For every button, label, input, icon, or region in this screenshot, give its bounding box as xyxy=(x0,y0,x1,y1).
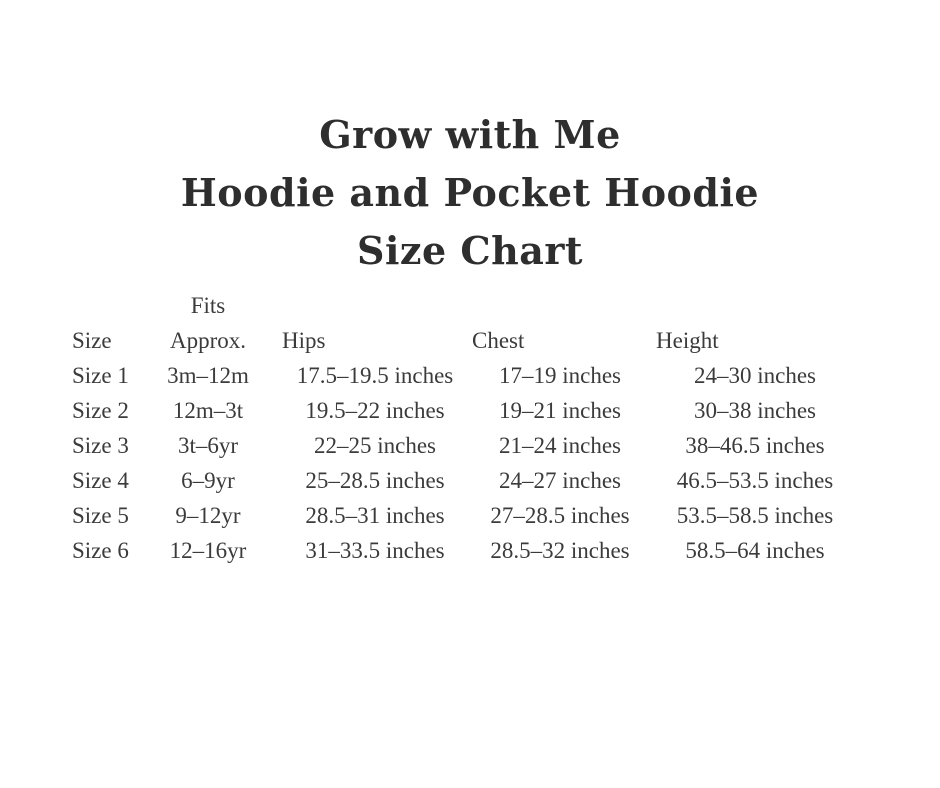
header-cell-r1-c1: Size xyxy=(72,328,112,353)
table-cell-r4-c3: 22–25 inches xyxy=(313,433,436,458)
table-cell-r5-c3: 25–28.5 inches xyxy=(305,468,445,493)
table-cell-r3-c1: Size 2 xyxy=(72,398,129,423)
header-top-cell-r0-c3 xyxy=(280,288,470,323)
table-cell-r6-c5: 53.5–58.5 inches xyxy=(676,503,834,528)
table-cell-r5-c1: Size 4 xyxy=(72,468,129,493)
header-top-cell-r0-c4 xyxy=(470,288,650,323)
size-chart-table: Fits Size Approx. Hips Chest Height Size 1 3m–1… xyxy=(72,288,860,568)
table-cell-r7-c4: 28.5–32 inches xyxy=(490,538,630,563)
title-line-1: Grow with Me xyxy=(319,112,621,157)
table-cell-r2-c4: 17–19 inches xyxy=(498,363,621,388)
table-cell-r4-c5: 38–46.5 inches xyxy=(685,433,825,458)
table-cell-r6-c1: Size 5 xyxy=(72,503,129,528)
table-cell-r2-c2: 3m–12m xyxy=(167,363,249,388)
table-cell-r3-c2: 12m–3t xyxy=(172,398,244,423)
table-cell-r5-c2: 6–9yr xyxy=(181,468,235,493)
table-cell-r4-c2: 3t–6yr xyxy=(177,433,239,458)
table-cell-r7-c1: Size 6 xyxy=(72,538,129,563)
title-line-3: Size Chart xyxy=(357,228,583,273)
table-cell-r5-c4: 24–27 inches xyxy=(498,468,621,493)
table-cell-r7-c5: 58.5–64 inches xyxy=(685,538,825,563)
header-top-cell-r0-c5 xyxy=(650,288,860,323)
table-cell-r4-c4: 21–24 inches xyxy=(498,433,621,458)
table-cell-r4-c1: Size 3 xyxy=(72,433,129,458)
table-cell-r5-c5: 46.5–53.5 inches xyxy=(676,468,834,493)
table-cell-r6-c3: 28.5–31 inches xyxy=(305,503,445,528)
header-cell-r1-c5: Height xyxy=(656,328,719,353)
page-title: Grow with Me Hoodie and Pocket Hoodie Si… xyxy=(0,106,940,280)
table-cell-r7-c2: 12–16yr xyxy=(169,538,247,563)
header-top-cell-r0-c1 xyxy=(72,288,160,323)
header-top-cell-r0-c2: Fits xyxy=(190,293,226,318)
table-cell-r7-c3: 31–33.5 inches xyxy=(305,538,445,563)
table-cell-r2-c1: Size 1 xyxy=(72,363,129,388)
table-cell-r6-c2: 9–12yr xyxy=(175,503,241,528)
header-cell-r1-c2: Approx. xyxy=(169,328,247,353)
header-cell-r1-c4: Chest xyxy=(472,328,525,353)
table-cell-r2-c3: 17.5–19.5 inches xyxy=(296,363,454,388)
table-cell-r2-c5: 24–30 inches xyxy=(693,363,816,388)
table-cell-r6-c4: 27–28.5 inches xyxy=(490,503,630,528)
title-line-2: Hoodie and Pocket Hoodie xyxy=(180,170,760,215)
table-cell-r3-c3: 19.5–22 inches xyxy=(305,398,445,423)
table-cell-r3-c4: 19–21 inches xyxy=(498,398,621,423)
table-cell-r3-c5: 30–38 inches xyxy=(693,398,816,423)
header-cell-r1-c3: Hips xyxy=(282,328,326,353)
